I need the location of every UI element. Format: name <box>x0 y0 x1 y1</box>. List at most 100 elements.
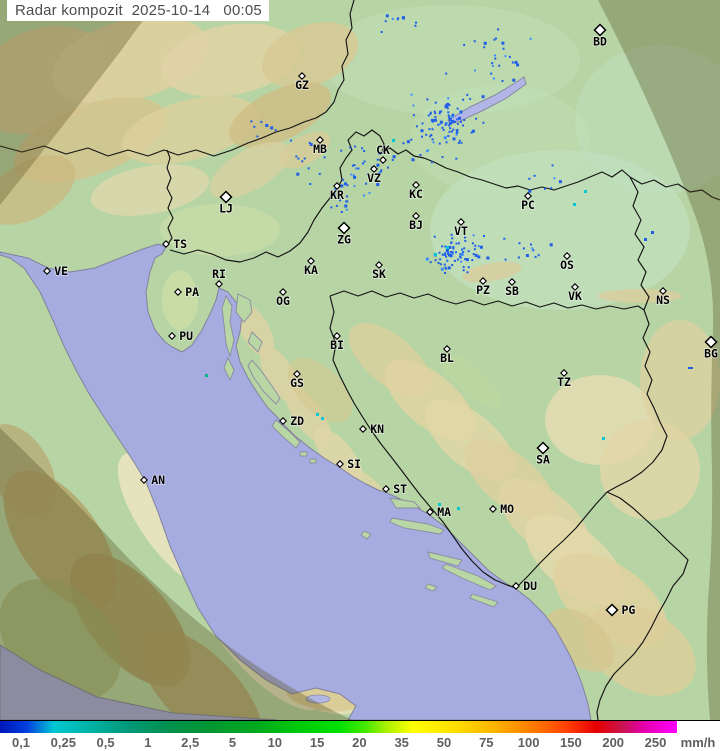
legend-tick-9: 35 <box>394 735 409 750</box>
city-label-kn: KN <box>370 422 384 436</box>
out-of-range-shading <box>0 0 720 720</box>
city-marker-pc <box>524 192 532 200</box>
city-label-zd: ZD <box>290 414 304 428</box>
city-marker-bd <box>593 23 607 37</box>
city-marker-bl <box>443 345 451 353</box>
city-marker-kn <box>359 425 367 433</box>
legend-tick-13: 150 <box>560 735 582 750</box>
city-label-vz: VZ <box>367 171 381 185</box>
legend-tick-6: 10 <box>267 735 283 750</box>
city-marker-zd <box>279 417 287 425</box>
city-marker-du <box>512 582 520 590</box>
city-label-vt: VT <box>454 224 468 238</box>
city-markers: GZ BD MB CK VZ KR KC PC LJ BJ VT ZG TS OS KA SK VE RI PZ SB… <box>43 23 719 618</box>
city-label-vk: VK <box>568 289 582 303</box>
city-marker-bj <box>412 212 420 220</box>
city-label-og: OG <box>276 294 290 308</box>
terrain-relief <box>0 16 720 720</box>
city-label-bj: BJ <box>409 218 423 232</box>
city-marker-sa <box>536 441 550 455</box>
city-label-ck: CK <box>376 143 390 157</box>
city-label-bl: BL <box>440 351 454 365</box>
legend-tick-11: 75 <box>479 735 494 750</box>
legend-tick-0: 0,1 <box>11 735 31 750</box>
islands <box>221 293 499 608</box>
city-marker-pz <box>479 277 487 285</box>
unit-label: mm/h <box>680 735 716 750</box>
city-marker-vk <box>571 283 579 291</box>
legend-tick-14: 200 <box>602 735 625 750</box>
city-marker-mo <box>489 505 497 513</box>
city-label-pg: PG <box>622 603 636 617</box>
city-marker-bg <box>704 335 718 349</box>
radar-map: GZ BD MB CK VZ KR KC PC LJ BJ VT ZG TS OS KA SK VE RI PZ SB… <box>0 0 720 720</box>
city-label-gs: GS <box>290 376 304 390</box>
legend-tick-8: 20 <box>352 735 367 750</box>
city-label-sk: SK <box>372 267 386 281</box>
city-label-ka: KA <box>304 263 318 277</box>
city-label-sb: SB <box>505 284 519 298</box>
map-title: Radar kompozit 2025-10-14 00:05 <box>15 2 262 19</box>
city-label-bg: BG <box>704 347 718 361</box>
city-label-bi: BI <box>330 338 344 352</box>
city-marker-ma <box>426 508 434 516</box>
city-label-ri: RI <box>212 267 226 281</box>
city-marker-pu <box>168 332 176 340</box>
adriatic-sea <box>0 243 592 720</box>
city-marker-ts <box>162 240 170 248</box>
city-label-zg: ZG <box>337 233 351 247</box>
title-bar: Radar kompozit 2025-10-14 00:05 <box>7 0 269 21</box>
city-label-mb: MB <box>313 142 327 156</box>
colorbar <box>0 721 677 733</box>
city-label-bd: BD <box>593 35 607 49</box>
city-marker-ka <box>307 257 315 265</box>
city-label-ts: TS <box>173 237 187 251</box>
city-marker-pg <box>605 603 619 617</box>
legend-tick-3: 1 <box>144 735 152 750</box>
city-marker-lj <box>219 190 233 204</box>
city-label-pa: PA <box>185 285 199 299</box>
city-label-si: SI <box>347 457 361 471</box>
city-label-tz: TZ <box>557 375 571 389</box>
city-marker-mb <box>316 136 324 144</box>
city-label-ma: MA <box>437 505 451 519</box>
city-label-pz: PZ <box>476 283 490 297</box>
city-marker-sk <box>375 261 383 269</box>
city-label-sa: SA <box>536 453 550 467</box>
city-label-kr: KR <box>330 188 344 202</box>
city-label-an: AN <box>151 473 165 487</box>
city-label-kc: KC <box>409 187 423 201</box>
city-marker-os <box>563 252 571 260</box>
city-marker-zg <box>337 221 351 235</box>
legend-tick-4: 2,5 <box>181 735 200 750</box>
city-marker-pa <box>174 288 182 296</box>
legend-tick-7: 15 <box>309 735 325 750</box>
legend-tick-10: 50 <box>436 735 452 750</box>
city-marker-og <box>279 288 287 296</box>
city-marker-ck <box>379 156 387 164</box>
city-label-gz: GZ <box>295 78 309 92</box>
city-marker-an <box>140 476 148 484</box>
city-label-mo: MO <box>500 502 514 516</box>
city-label-pc: PC <box>521 198 535 212</box>
lake-balaton <box>447 76 527 125</box>
legend-labels: mm/h 0,1 0,25 0,5 1 2,5 5 10 15 20 35 50 75 100 150 20… <box>0 733 720 751</box>
legend-tick-1: 0,25 <box>50 735 76 750</box>
city-marker-gs <box>293 370 301 378</box>
city-label-du: DU <box>523 579 537 593</box>
legend-tick-15: 250 <box>644 735 667 750</box>
city-marker-vz <box>370 165 378 173</box>
city-label-lj: LJ <box>219 202 233 216</box>
city-marker-st <box>382 485 390 493</box>
city-label-st: ST <box>393 482 407 496</box>
map-frame-line <box>0 720 720 721</box>
city-marker-kr <box>333 182 341 190</box>
legend-tick-2: 0,5 <box>96 735 115 750</box>
city-marker-ri <box>215 280 223 288</box>
lagoon <box>305 694 331 704</box>
city-marker-tz <box>560 369 568 377</box>
city-label-ve: VE <box>54 264 68 278</box>
city-marker-sb <box>508 278 516 286</box>
country-borders <box>0 0 720 720</box>
legend-tick-5: 5 <box>228 735 237 750</box>
